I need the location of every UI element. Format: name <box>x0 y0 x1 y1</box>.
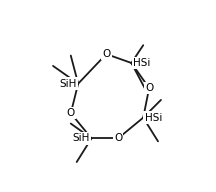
Text: SiH: SiH <box>59 79 77 89</box>
Text: O: O <box>67 108 75 118</box>
Text: O: O <box>145 83 153 93</box>
Text: HSi: HSi <box>133 58 150 68</box>
Text: O: O <box>102 49 110 59</box>
Text: SiH: SiH <box>73 133 90 143</box>
Text: HSi: HSi <box>145 113 162 123</box>
Text: O: O <box>114 133 122 143</box>
